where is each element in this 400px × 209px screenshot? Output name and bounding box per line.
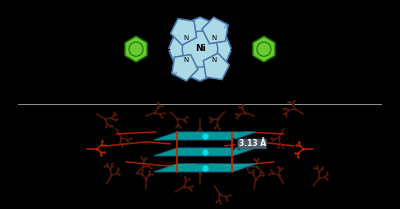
Text: //: //	[224, 24, 228, 29]
Polygon shape	[172, 55, 198, 81]
Polygon shape	[154, 164, 256, 172]
Polygon shape	[154, 132, 256, 140]
Text: (a): (a)	[23, 9, 38, 19]
Text: H$_{2n+1}$C$_n$O—: H$_{2n+1}$C$_n$O—	[65, 43, 114, 55]
Polygon shape	[204, 53, 229, 80]
Polygon shape	[168, 17, 232, 81]
Polygon shape	[171, 19, 196, 45]
Polygon shape	[204, 53, 229, 80]
Circle shape	[182, 31, 218, 67]
Text: 3.13 Å: 3.13 Å	[238, 139, 266, 148]
Text: OC$_n$H$_{2n+1}$: OC$_n$H$_{2n+1}$	[272, 21, 313, 33]
Text: N: N	[184, 57, 189, 63]
Polygon shape	[154, 148, 256, 156]
Text: N: N	[184, 35, 189, 41]
Polygon shape	[172, 55, 198, 81]
Text: N: N	[211, 57, 216, 63]
Polygon shape	[171, 19, 196, 45]
Text: H$_{2n+1}$C$_n$O: H$_{2n+1}$C$_n$O	[87, 65, 128, 77]
Text: H$_{2n+1}$C$_n$O: H$_{2n+1}$C$_n$O	[87, 21, 128, 33]
Text: OC$_n$H$_{2n+1}$: OC$_n$H$_{2n+1}$	[272, 65, 313, 77]
Text: n = 1, 4, 8, 12, 16: n = 1, 4, 8, 12, 16	[160, 91, 240, 100]
Polygon shape	[202, 17, 228, 44]
FancyBboxPatch shape	[238, 139, 266, 149]
Text: (b): (b)	[23, 107, 39, 117]
Polygon shape	[125, 36, 147, 62]
Text: Ni: Ni	[195, 44, 205, 53]
Text: //: //	[172, 71, 176, 76]
Text: N: N	[211, 35, 216, 41]
Polygon shape	[253, 36, 275, 62]
Text: —OC$_n$H$_{2n+1}$: —OC$_n$H$_{2n+1}$	[286, 43, 334, 55]
Polygon shape	[202, 17, 228, 44]
